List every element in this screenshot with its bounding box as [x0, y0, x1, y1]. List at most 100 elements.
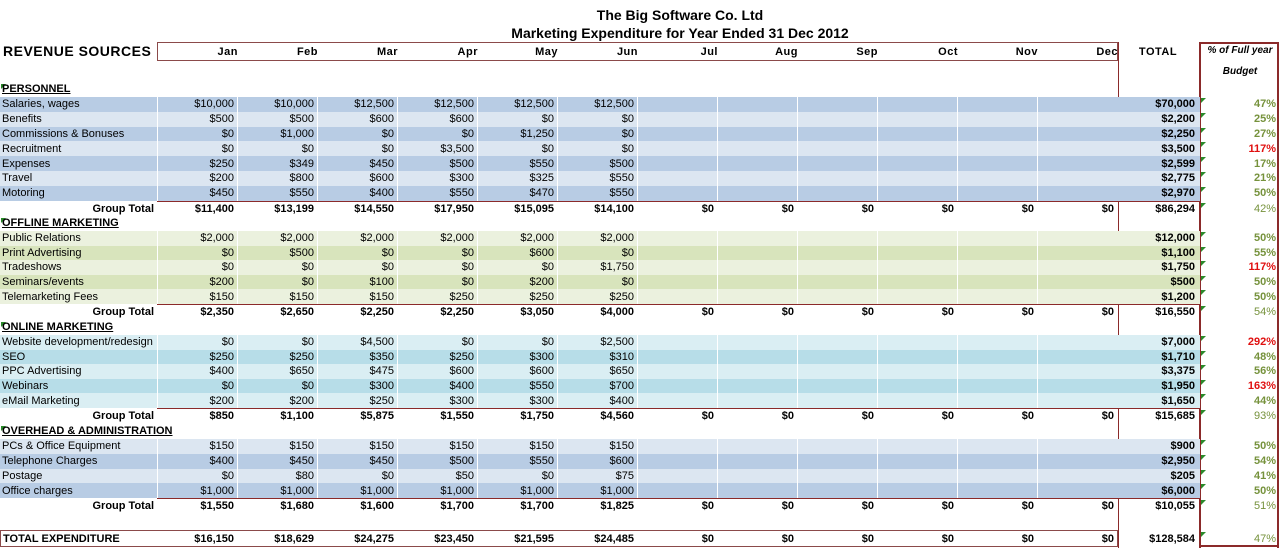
pct-of-budget: 44% — [1253, 394, 1276, 407]
pct-top-border — [1199, 42, 1279, 44]
comment-marker-icon — [1201, 142, 1206, 148]
cell-aug — [717, 393, 797, 408]
group-total-pct: 42% — [1253, 202, 1276, 215]
cell-aug — [717, 156, 797, 171]
cell-aug — [717, 141, 797, 157]
cell-jan: $400 — [157, 364, 237, 379]
cell-apr: $500 — [397, 453, 477, 469]
table-row: Webinars $0 $0 $300 $400 $550 $700 $1,950 — [0, 378, 1200, 394]
group-total-may: $15,095 — [514, 202, 554, 215]
cell-dec — [1037, 453, 1117, 469]
pct-bottom-border — [1199, 545, 1279, 547]
comment-marker-icon — [1201, 275, 1206, 281]
group-total-border — [157, 304, 1200, 305]
cell-may: $325 — [477, 171, 557, 186]
cell-feb: $0 — [237, 260, 317, 275]
row-total: $70,000 — [1118, 97, 1198, 112]
group-total-oct: $0 — [941, 202, 954, 215]
cell-may: $550 — [477, 453, 557, 469]
group-total-label: Group Total — [92, 306, 154, 318]
cell-may: $0 — [477, 468, 557, 484]
pct-of-budget: 163% — [1247, 380, 1276, 393]
cell-jul — [637, 111, 717, 127]
cell-apr: $0 — [397, 274, 477, 290]
cell-nov — [957, 171, 1037, 186]
row-total: $6,000 — [1118, 483, 1198, 499]
cell-dec — [1037, 378, 1117, 394]
group-total-jul: $0 — [701, 500, 714, 513]
pct-of-budget: 50% — [1253, 290, 1276, 303]
cell-nov — [957, 156, 1037, 171]
comment-marker-icon — [1201, 336, 1206, 341]
cell-apr: $550 — [397, 185, 477, 201]
month-header-sep: Sep — [856, 46, 878, 58]
cell-aug — [717, 111, 797, 127]
cell-jul — [637, 97, 717, 112]
group-total-may: $1,750 — [520, 410, 554, 422]
cell-jul — [637, 171, 717, 186]
cell-jun: $0 — [557, 111, 637, 127]
total-expenditure-feb: $18,629 — [274, 532, 314, 545]
comment-marker-icon — [1201, 532, 1206, 537]
cell-dec — [1037, 97, 1117, 112]
comment-marker-icon — [1201, 157, 1206, 163]
comment-marker-icon — [1201, 454, 1206, 460]
month-header-box — [157, 42, 1118, 61]
cell-jul — [637, 126, 717, 142]
cell-nov — [957, 260, 1037, 275]
cell-aug — [717, 185, 797, 201]
cell-dec — [1037, 126, 1117, 142]
cell-sep — [797, 289, 877, 304]
cell-jul — [637, 156, 717, 171]
row-total: $1,650 — [1118, 393, 1198, 408]
pct-of-budget: 21% — [1253, 172, 1276, 185]
group-total-oct: $0 — [941, 410, 954, 422]
group-total-aug: $0 — [781, 306, 794, 318]
cell-jul — [637, 141, 717, 157]
cell-oct — [877, 349, 957, 365]
cell-jun: $0 — [557, 126, 637, 142]
cell-nov — [957, 141, 1037, 157]
cell-aug — [717, 468, 797, 484]
cell-feb: $550 — [237, 185, 317, 201]
row-total: $900 — [1118, 439, 1198, 454]
row-label: Postage — [2, 469, 43, 482]
cell-nov — [957, 468, 1037, 484]
cell-mar: $0 — [317, 141, 397, 157]
cell-nov — [957, 483, 1037, 499]
pct-of-budget: 17% — [1253, 157, 1276, 170]
cell-jul — [637, 483, 717, 499]
report-title: Marketing Expenditure for Year Ended 31 … — [511, 25, 849, 41]
section-header-personnel: PERSONNEL — [2, 83, 71, 95]
cell-apr: $12,500 — [397, 97, 477, 112]
group-total-jun: $4,560 — [600, 410, 634, 422]
cell-nov — [957, 274, 1037, 290]
cell-may: $1,250 — [477, 126, 557, 142]
cell-nov — [957, 439, 1037, 454]
group-total-border — [157, 498, 1200, 500]
cell-feb: $150 — [237, 289, 317, 304]
comment-marker-icon — [1201, 127, 1206, 133]
row-total: $205 — [1118, 468, 1198, 484]
cell-jul — [637, 378, 717, 394]
group-total-dec: $0 — [1101, 306, 1114, 318]
cell-apr: $0 — [397, 245, 477, 261]
cell-feb: $200 — [237, 393, 317, 408]
cell-sep — [797, 111, 877, 127]
row-total: $2,599 — [1118, 156, 1198, 171]
comment-marker-icon — [1201, 440, 1206, 445]
cell-jul — [637, 335, 717, 350]
group-total-row: Group Total $11,400 $13,199 $14,550 $17,950 $… — [0, 202, 1200, 216]
pct-of-budget: 292% — [1247, 336, 1276, 349]
cell-jan: $1,000 — [157, 483, 237, 499]
cell-jan: $250 — [157, 349, 237, 365]
cell-dec — [1037, 245, 1117, 261]
group-total-jun: $1,825 — [600, 500, 634, 513]
cell-oct — [877, 439, 957, 454]
cell-mar: $450 — [317, 453, 397, 469]
cell-apr: $50 — [397, 468, 477, 484]
comment-marker-icon — [1201, 172, 1206, 177]
comment-marker-icon — [1201, 410, 1206, 415]
cell-aug — [717, 378, 797, 394]
group-total-sep: $0 — [861, 410, 874, 422]
